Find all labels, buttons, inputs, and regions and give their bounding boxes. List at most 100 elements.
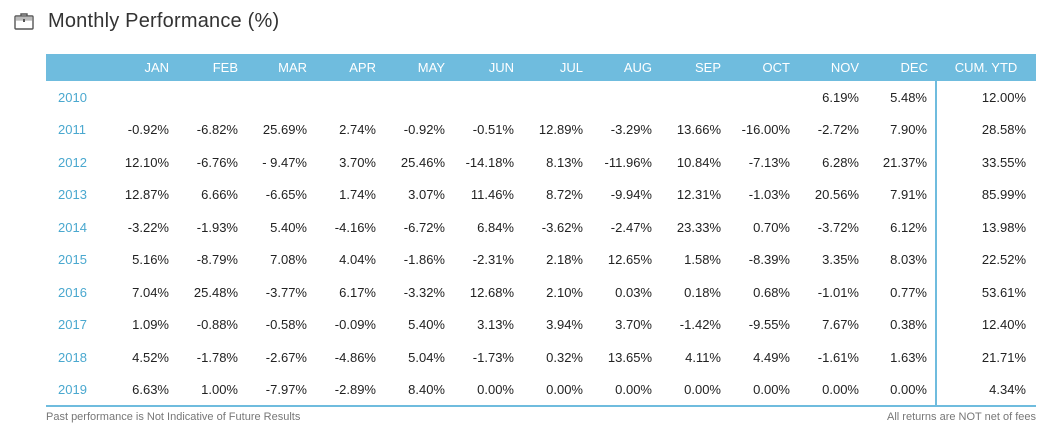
month-value-cell: 1.63% (890, 349, 927, 365)
header-row: JAN FEB MAR APR MAY JUN JUL AUG SEP OCT NOV DEC CUM.… (46, 54, 1036, 81)
month-value-cell: -0.92% (127, 122, 169, 138)
month-value-cell: 12.10% (124, 154, 169, 170)
month-value-cell: 12.89% (538, 122, 583, 138)
month-value-cell: 5.40% (270, 219, 307, 235)
cum-ytd-cell: 12.40% (935, 308, 1036, 341)
table-bottom-border (46, 405, 1036, 407)
cum-ytd-cell: 12.00% (935, 81, 1036, 114)
cum-ytd-cell: 4.34% (935, 373, 1036, 406)
month-value-cell: 4.49% (753, 349, 790, 365)
cum-ytd-cell: 53.61% (935, 276, 1036, 309)
month-value-cell: -2.89% (334, 382, 376, 398)
month-value-cell: 7.90% (890, 122, 927, 138)
month-value-cell: 21.37% (882, 154, 927, 170)
month-value-cell (522, 81, 591, 114)
month-value-cell: 6.84% (477, 219, 514, 235)
table-row: 2019 6.63% 1.00% -7.97% -2.89% 8.40% 0.00% 0.00… (46, 373, 1036, 406)
column-header-cum-ytd: CUM. YTD (936, 54, 1036, 81)
month-value-cell: 1.74% (339, 187, 376, 203)
month-value-cell: 1.09% (132, 317, 169, 333)
month-value-cell: 5.48% (890, 89, 927, 105)
table-body: 2010 6.19% 5.48% 12.00% 2011 -0.92% -6.82% 25.6… (46, 81, 1036, 406)
month-value-cell: 6.66% (201, 187, 238, 203)
month-value-cell: 12.31% (676, 187, 721, 203)
month-value-cell: 8.72% (546, 187, 583, 203)
month-value-cell: -1.86% (403, 252, 445, 268)
month-value-cell: 5.04% (408, 349, 445, 365)
month-value-cell: 3.13% (477, 317, 514, 333)
column-header-dec: DEC (867, 54, 936, 81)
year-label: 2010 (58, 89, 87, 105)
year-label: 2011 (58, 122, 86, 138)
cum-ytd-cell: 85.99% (935, 178, 1036, 211)
month-value-cell (660, 81, 729, 114)
month-value-cell: -6.65% (265, 187, 307, 203)
month-value-cell: -3.29% (610, 122, 652, 138)
month-value-cell: 0.00% (822, 382, 859, 398)
month-value-cell (108, 81, 177, 114)
month-value-cell (453, 81, 522, 114)
month-value-cell: 25.46% (400, 154, 445, 170)
month-value-cell: 7.08% (270, 252, 307, 268)
column-header-jan: JAN (108, 54, 177, 81)
month-value-cell: - 9.47% (262, 154, 307, 170)
table-row: 2011 -0.92% -6.82% 25.69% 2.74% -0.92% -0.51% 1… (46, 113, 1036, 146)
month-value-cell: 0.03% (615, 284, 652, 300)
month-value-cell: -4.86% (334, 349, 376, 365)
month-value-cell: -7.97% (265, 382, 307, 398)
month-value-cell: 4.52% (132, 349, 169, 365)
year-label: 2015 (58, 252, 87, 268)
month-value-cell: -2.47% (610, 219, 652, 235)
cum-ytd-cell: 33.55% (935, 146, 1036, 179)
month-value-cell (315, 81, 384, 114)
month-value-cell: 0.00% (684, 382, 721, 398)
year-label: 2012 (58, 154, 87, 170)
month-value-cell: 6.63% (132, 382, 169, 398)
column-header-jun: JUN (453, 54, 522, 81)
year-label: 2016 (58, 284, 87, 300)
month-value-cell: 10.84% (676, 154, 721, 170)
month-value-cell: 7.67% (822, 317, 859, 333)
table-row: 2012 12.10% -6.76% - 9.47% 3.70% 25.46% -14.18… (46, 146, 1036, 179)
year-label: 2017 (58, 317, 87, 333)
month-value-cell: 20.56% (814, 187, 859, 203)
month-value-cell: 4.04% (339, 252, 376, 268)
month-value-cell: 0.32% (546, 349, 583, 365)
cum-ytd-cell: 28.58% (935, 113, 1036, 146)
month-value-cell (177, 81, 246, 114)
column-header-nov: NOV (798, 54, 867, 81)
month-value-cell: 6.28% (822, 154, 859, 170)
month-value-cell (729, 81, 798, 114)
month-value-cell: 13.65% (607, 349, 652, 365)
month-value-cell: 12.65% (607, 252, 652, 268)
cum-ytd-cell: 13.98% (935, 211, 1036, 244)
month-value-cell: -1.93% (196, 219, 238, 235)
table-row: 2010 6.19% 5.48% 12.00% (46, 81, 1036, 114)
year-label: 2018 (58, 349, 87, 365)
month-value-cell (246, 81, 315, 114)
month-value-cell: -6.72% (403, 219, 445, 235)
month-value-cell: 6.17% (339, 284, 376, 300)
fees-note: All returns are NOT net of fees (887, 411, 1036, 423)
month-value-cell: -16.00% (741, 122, 790, 138)
month-value-cell: -1.73% (472, 349, 514, 365)
page-header: Monthly Performance (%) (14, 8, 279, 34)
month-value-cell: 8.03% (890, 252, 927, 268)
month-value-cell: 8.40% (408, 382, 445, 398)
page-title: Monthly Performance (%) (48, 9, 280, 32)
table-row: 2015 5.16% -8.79% 7.08% 4.04% -1.86% -2.31% 2.1… (46, 243, 1036, 276)
column-header-aug: AUG (591, 54, 660, 81)
month-value-cell: -14.18% (465, 154, 514, 170)
month-value-cell: 0.68% (753, 284, 790, 300)
table-row: 2018 4.52% -1.78% -2.67% -4.86% 5.04% -1.73% 0.… (46, 341, 1036, 374)
month-value-cell: -8.39% (748, 252, 790, 268)
month-value-cell: -9.55% (748, 317, 790, 333)
month-value-cell: 12.87% (124, 187, 169, 203)
performance-table-container: JAN FEB MAR APR MAY JUN JUL AUG SEP OCT NOV DEC CUM.… (46, 54, 1036, 407)
month-value-cell: -2.67% (265, 349, 307, 365)
month-value-cell: -1.03% (748, 187, 790, 203)
cum-ytd-cell: 21.71% (935, 341, 1036, 374)
month-value-cell: 3.35% (822, 252, 859, 268)
cum-ytd-cell: 22.52% (935, 243, 1036, 276)
table-row: 2017 1.09% -0.88% -0.58% -0.09% 5.40% 3.13% 3.9… (46, 308, 1036, 341)
